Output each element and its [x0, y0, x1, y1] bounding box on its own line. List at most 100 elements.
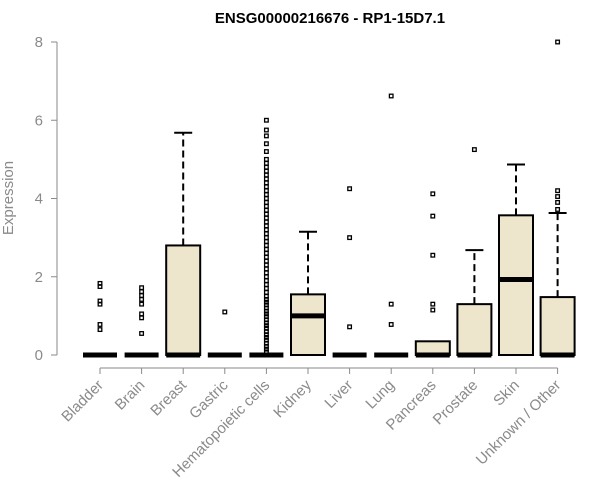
outlier-point: [388, 322, 394, 327]
box-group: [414, 191, 451, 358]
outlier-point: [263, 250, 269, 256]
outlier-point: [555, 39, 561, 45]
y-tick-label: 2: [35, 269, 43, 286]
outlier-point: [97, 327, 103, 333]
outlier-point: [263, 323, 269, 329]
outlier-point: [263, 117, 269, 123]
outlier-point: [222, 309, 228, 315]
y-tick-label: 4: [35, 191, 43, 208]
outlier-point: [263, 160, 269, 166]
outlier-point: [430, 307, 436, 313]
x-tick-label: Breast: [147, 376, 190, 419]
chart-title: ENSG00000216676 - RP1-15D7.1: [215, 10, 445, 27]
outlier-point: [263, 184, 269, 190]
outlier-point: [263, 156, 269, 162]
box-iqr: [290, 293, 326, 357]
outlier-point: [263, 231, 269, 237]
outlier-point: [263, 334, 269, 340]
outlier-point: [263, 235, 269, 241]
outlier-point: [263, 270, 269, 276]
outlier-point: [263, 211, 269, 217]
outlier-point: [263, 314, 269, 320]
outlier-point: [430, 301, 436, 307]
outlier-point: [263, 196, 269, 201]
boxes-group: [83, 39, 576, 358]
outlier-point: [263, 278, 269, 284]
y-axis: 0 2 4 6 8: [35, 34, 58, 364]
box-group: [207, 309, 242, 358]
outlier-point: [263, 192, 269, 198]
x-tick-label: Liver: [321, 377, 356, 412]
outlier-point: [263, 258, 269, 264]
outlier-point: [139, 293, 145, 298]
x-tick-label: Skin: [490, 377, 523, 410]
outlier-point: [263, 289, 269, 295]
outlier-point: [388, 93, 394, 99]
outlier-point: [263, 349, 269, 355]
outlier-point: [263, 227, 269, 233]
outlier-point: [263, 293, 269, 299]
outlier-point: [430, 213, 436, 219]
y-tick-label: 6: [35, 112, 43, 129]
y-tick-label: 8: [35, 34, 43, 51]
outlier-point: [263, 266, 269, 272]
box-group: [124, 285, 159, 358]
outlier-point: [263, 199, 269, 205]
box-iqr: [498, 214, 534, 356]
outlier-point: [263, 127, 269, 133]
outlier-point: [263, 176, 269, 182]
outlier-point: [555, 199, 561, 205]
outlier-point: [263, 262, 269, 268]
outlier-point: [263, 299, 269, 305]
outlier-point: [555, 194, 561, 199]
outlier-point: [263, 311, 269, 317]
outlier-point: [263, 149, 269, 154]
outlier-point: [139, 315, 145, 321]
outlier-point: [139, 296, 145, 302]
outlier-point: [347, 324, 353, 330]
outlier-point: [263, 286, 269, 291]
box-group: [290, 230, 326, 357]
outlier-point: [263, 302, 269, 308]
outlier-point: [555, 207, 561, 212]
outlier-point: [263, 203, 269, 209]
x-tick-label: Prostate: [430, 377, 482, 429]
outlier-point: [263, 219, 269, 225]
outlier-point: [263, 207, 269, 213]
box-group: [83, 280, 117, 358]
outlier-point: [263, 164, 269, 170]
outlier-point: [139, 301, 145, 307]
outlier-point: [139, 289, 145, 295]
box-iqr: [539, 296, 576, 356]
x-tick-label: Bladder: [58, 377, 107, 426]
outlier-point: [263, 242, 269, 248]
outlier-point: [97, 322, 103, 327]
outlier-point: [139, 311, 145, 317]
outlier-point: [555, 188, 561, 194]
outlier-point: [263, 188, 269, 194]
outlier-point: [430, 191, 436, 197]
outlier-point: [263, 274, 269, 280]
x-tick-label: Kidney: [270, 376, 315, 421]
outlier-point: [263, 246, 269, 252]
outlier-point: [347, 186, 353, 192]
outlier-point: [139, 285, 145, 291]
outlier-point: [263, 172, 269, 178]
box-iqr: [456, 303, 493, 357]
outlier-point: [263, 141, 269, 147]
outlier-point: [471, 147, 477, 153]
box-group: [165, 131, 202, 358]
box-group: [249, 117, 284, 358]
outlier-point: [263, 168, 269, 174]
outlier-point: [139, 331, 145, 336]
outlier-point: [263, 239, 269, 244]
x-tick-label: Brain: [112, 377, 149, 414]
outlier-point: [263, 254, 269, 260]
outlier-point: [263, 215, 269, 221]
y-axis-label: Expression: [0, 161, 17, 235]
outlier-point: [263, 282, 269, 288]
box-group: [539, 39, 576, 358]
outlier-point: [263, 346, 269, 352]
outlier-point: [263, 133, 269, 139]
